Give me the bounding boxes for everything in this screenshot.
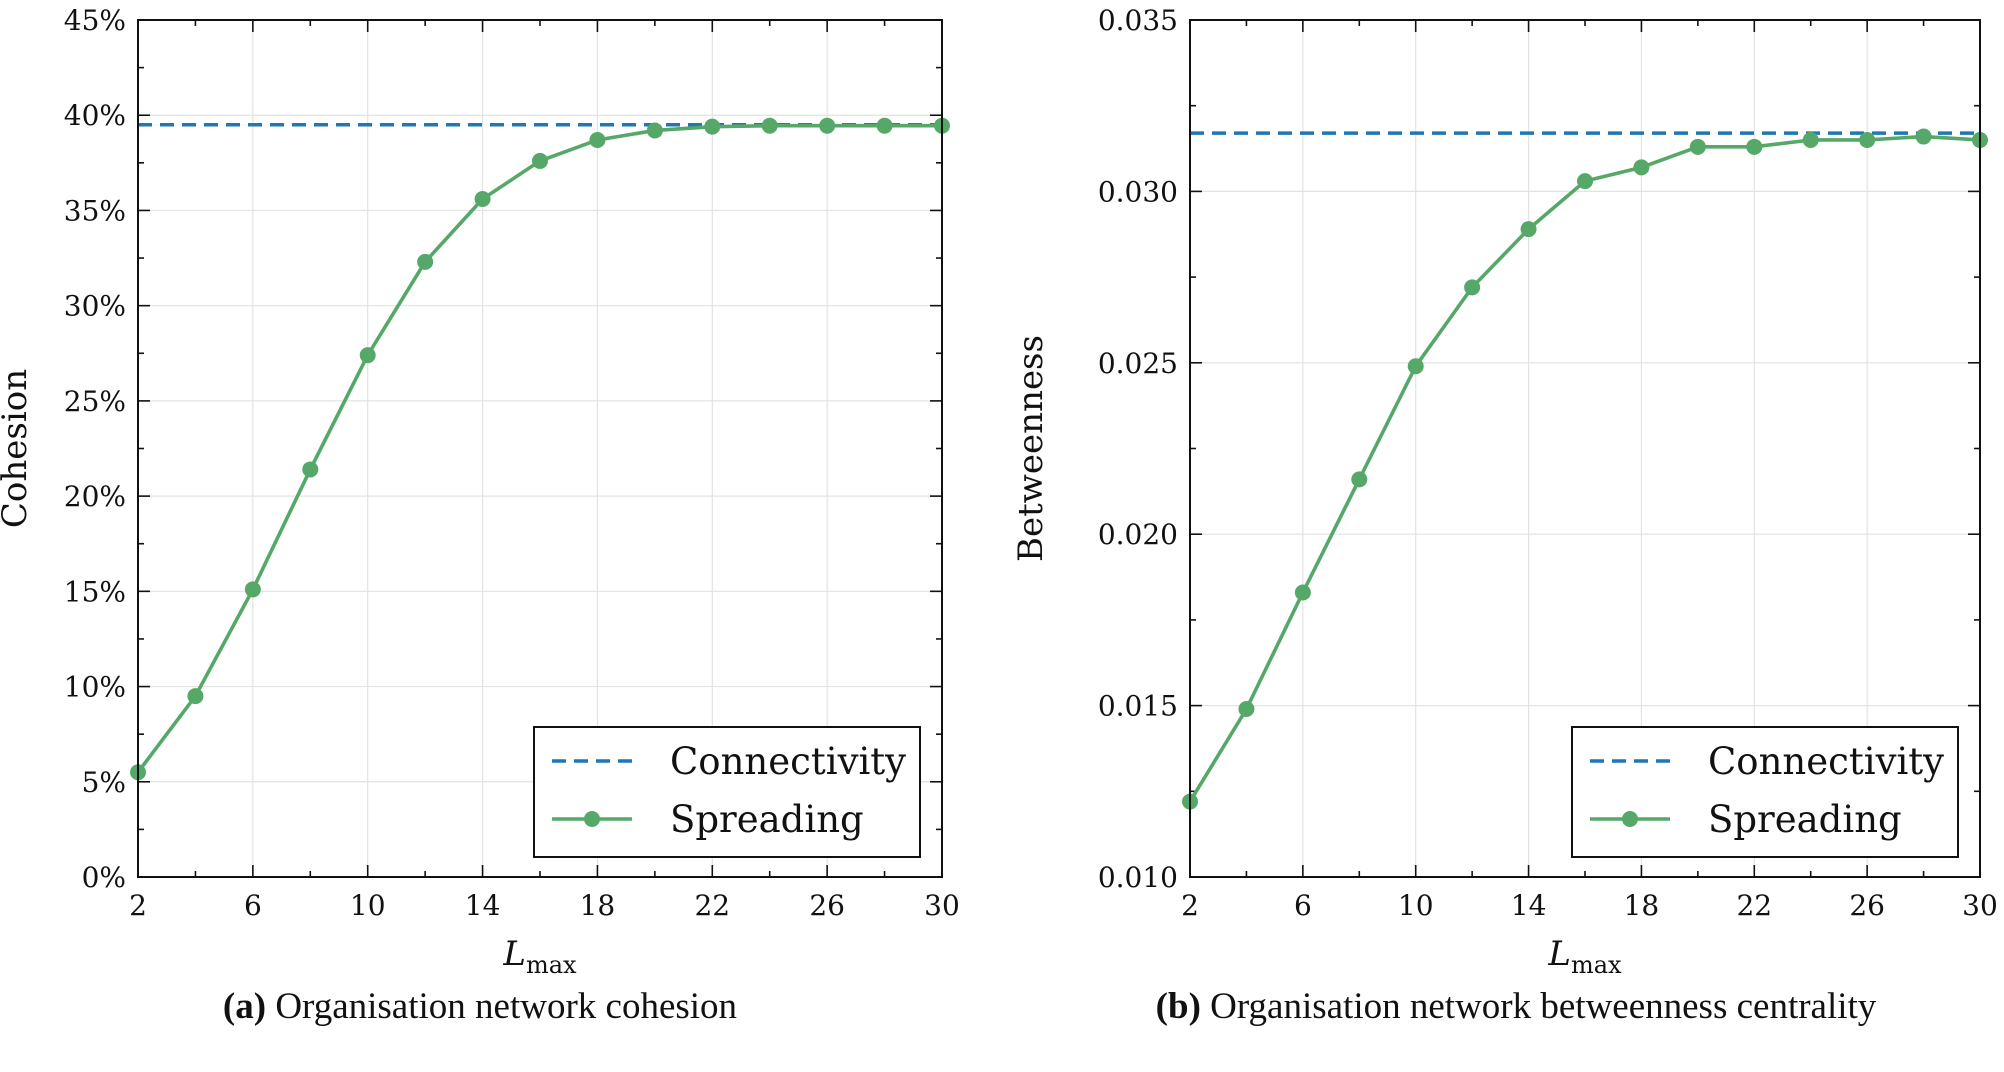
chart-a-xtick-label-2: 10 (350, 889, 386, 922)
chart-a-legend-marker-1 (584, 811, 600, 827)
chart-a-point-5 (417, 253, 434, 270)
chart-b-xlabel: Lmax (1547, 934, 1622, 979)
chart-a-point-8 (589, 131, 606, 148)
chart-a-series-spreading-line (136, 123, 942, 774)
chart-a-ytick-label-8: 40% (64, 99, 126, 132)
chart-b-ytick-label-2: 0.020 (1098, 518, 1178, 551)
chart-a-ytick-label-1: 5% (82, 766, 126, 799)
caption-b: (b) Organisation network betweenness cen… (1156, 985, 1877, 1028)
chart-b-point-1 (1238, 701, 1255, 718)
chart-a-ytick-label-3: 15% (64, 575, 126, 608)
chart-b-point-13 (1915, 128, 1932, 145)
chart-a-xtick-label-0: 2 (129, 889, 147, 922)
chart-a-legend: Connectivity Spreading (533, 726, 921, 858)
chart-b-xtick-label-2: 10 (1398, 889, 1434, 922)
chart-b-point-10 (1746, 138, 1763, 155)
chart-b-point-8 (1633, 159, 1650, 176)
chart-a-point-7 (532, 152, 548, 169)
chart-b-legend: Connectivity Spreading (1571, 726, 1959, 858)
chart-b-xtick-label-0: 2 (1181, 889, 1199, 922)
caption-a-text: Organisation network cohesion (275, 986, 738, 1027)
caption-b-tag: (b) (1155, 986, 1201, 1027)
chart-b-legend-box (1571, 726, 1959, 858)
chart-b-point-9 (1689, 138, 1706, 155)
chart-a-ytick-label-9: 45% (64, 4, 126, 37)
chart-b-ytick-label-5: 0.035 (1098, 4, 1178, 37)
chart-a-legend-label-0: Connectivity (670, 740, 906, 783)
chart-b-point-4 (1407, 358, 1424, 375)
chart-a-legend-label-1: Spreading (670, 798, 864, 841)
chart-a-point-6 (474, 191, 491, 208)
chart-b-point-6 (1520, 221, 1537, 238)
chart-a-point-11 (761, 117, 778, 134)
chart-a-point-3 (302, 461, 319, 478)
chart-b-xlabel-sub: max (1571, 951, 1622, 979)
chart-a-xtick-label-1: 6 (244, 889, 262, 922)
chart-b-ytick-label-3: 0.025 (1098, 347, 1178, 380)
chart-b-legend-label-1: Spreading (1708, 798, 1902, 841)
chart-a-ytick-label-0: 0% (82, 861, 126, 894)
chart-b-point-12 (1859, 131, 1876, 148)
chart-b-xtick-label-4: 18 (1624, 889, 1660, 922)
chart-b-point-5 (1464, 279, 1481, 296)
chart-a-xtick-label-4: 18 (580, 889, 616, 922)
chart-a-point-12 (819, 117, 836, 134)
chart-a-point-2 (244, 581, 261, 598)
caption-a: (a) Organisation network cohesion (223, 985, 737, 1028)
chart-a-frame (137, 19, 943, 878)
chart-b-point-2 (1294, 584, 1311, 601)
chart-a-point-13 (876, 117, 893, 134)
chart-a-xtick-label-6: 26 (809, 889, 845, 922)
chart-a-ytick-label-7: 35% (64, 194, 126, 227)
chart-b-series-spreading-line (1188, 134, 1981, 803)
chart-a-xlabel-sub: max (526, 951, 577, 979)
chart-b-ytick-label-0: 0.010 (1098, 861, 1178, 894)
chart-b-xtick-label-5: 22 (1736, 889, 1772, 922)
chart-a-point-9 (646, 122, 663, 139)
chart-a-xtick-label-5: 22 (694, 889, 730, 922)
chart-b-point-3 (1351, 471, 1368, 488)
chart-b-xlabel-main: L (1547, 934, 1571, 974)
chart-b-frame (1189, 19, 1981, 878)
chart-a-ytick-label-2: 10% (64, 671, 126, 704)
chart-a-ylabel: Cohesion (0, 369, 35, 528)
chart-a-xtick-label-3: 14 (465, 889, 501, 922)
caption-a-tag: (a) (222, 986, 267, 1027)
chart-b-legend-marker-1 (1622, 811, 1638, 827)
chart-a-point-1 (187, 688, 204, 705)
chart-a-ytick-label-6: 30% (64, 290, 126, 323)
chart-b-ytick-label-4: 0.030 (1098, 175, 1178, 208)
chart-a-xlabel: Lmax (502, 934, 577, 979)
chart-b-ytick-label-1: 0.015 (1098, 690, 1178, 723)
chart-b-xtick-label-6: 26 (1849, 889, 1885, 922)
chart-a-xtick-label-7: 30 (924, 889, 960, 922)
chart-a-xlabel-main: L (502, 934, 526, 974)
chart-a-ytick-label-4: 20% (64, 480, 126, 513)
chart-b-xtick-label-3: 14 (1511, 889, 1547, 922)
chart-a-point-10 (704, 118, 721, 135)
chart-a-ytick-label-5: 25% (64, 385, 126, 418)
chart-a-legend-box (533, 726, 921, 858)
chart-a: 2 6 10 14 18 22 26 300%5%10%15%20%25%30%35%40%4… (0, 4, 960, 979)
chart-a-point-4 (359, 347, 376, 364)
chart-b-xtick-label-7: 30 (1962, 889, 1998, 922)
chart-b-legend-label-0: Connectivity (1708, 740, 1944, 783)
chart-b: 2 6 10 14 18 22 26 300.0100.0150.0200.0250.0300… (1011, 4, 1998, 979)
chart-b-xtick-label-1: 6 (1294, 889, 1312, 922)
chart-b-point-7 (1577, 173, 1593, 190)
chart-b-point-11 (1802, 131, 1819, 148)
caption-b-text: Organisation network betweenness central… (1210, 986, 1877, 1027)
chart-b-ylabel: Betweenness (1011, 335, 1051, 562)
